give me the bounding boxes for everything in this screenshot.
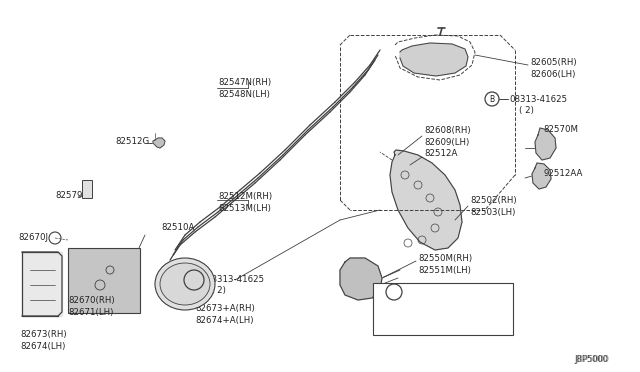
Text: 82512G: 82512G <box>115 138 149 147</box>
Text: AUTO DOOR LOCK: AUTO DOOR LOCK <box>388 315 467 324</box>
Text: 82510A: 82510A <box>161 224 195 232</box>
Text: 82606(LH): 82606(LH) <box>530 70 575 78</box>
Text: 82671(LH): 82671(LH) <box>68 308 113 317</box>
Text: 82502(RH): 82502(RH) <box>470 196 516 205</box>
Polygon shape <box>390 150 462 250</box>
Polygon shape <box>340 258 382 300</box>
Polygon shape <box>153 138 165 148</box>
Text: 82547N(RH): 82547N(RH) <box>218 77 271 87</box>
Polygon shape <box>535 128 556 160</box>
Text: 82503(LH): 82503(LH) <box>470 208 515 217</box>
Text: 82551M(LH): 82551M(LH) <box>418 266 471 275</box>
Ellipse shape <box>160 263 210 305</box>
Text: 82550M(RH): 82550M(RH) <box>418 253 472 263</box>
Bar <box>373 283 513 335</box>
Text: ( 2): ( 2) <box>211 286 226 295</box>
Text: 82512M(RH): 82512M(RH) <box>218 192 272 201</box>
Polygon shape <box>532 163 551 189</box>
Text: B: B <box>392 288 397 296</box>
Text: J8P5000: J8P5000 <box>574 356 608 365</box>
Polygon shape <box>400 43 468 76</box>
Polygon shape <box>22 252 62 316</box>
Text: 82674+A(LH): 82674+A(LH) <box>195 315 253 324</box>
Text: ( 2): ( 2) <box>519 106 534 115</box>
Text: 82548N(LH): 82548N(LH) <box>218 90 270 99</box>
Text: 92512AA: 92512AA <box>543 169 582 177</box>
Text: J8P5000: J8P5000 <box>575 356 609 365</box>
Text: 82673+A(RH): 82673+A(RH) <box>195 304 255 312</box>
Text: 82670(RH): 82670(RH) <box>68 295 115 305</box>
Text: B: B <box>490 94 495 103</box>
Bar <box>68 248 140 313</box>
Text: 08313-41625: 08313-41625 <box>509 94 567 103</box>
Text: 82609(LH): 82609(LH) <box>424 138 469 147</box>
Text: 82673(RH): 82673(RH) <box>20 330 67 339</box>
Ellipse shape <box>155 258 215 310</box>
Text: 82570M: 82570M <box>543 125 578 135</box>
Bar <box>82 180 92 198</box>
Text: ( 2): ( 2) <box>414 295 429 305</box>
Text: 08313-41625: 08313-41625 <box>206 276 264 285</box>
Text: 82513M(LH): 82513M(LH) <box>218 203 271 212</box>
Text: 82512A: 82512A <box>424 150 458 158</box>
Text: 82674(LH): 82674(LH) <box>20 341 65 350</box>
Text: S: S <box>191 276 196 285</box>
Text: 82605(RH): 82605(RH) <box>530 58 577 67</box>
Text: 82670J: 82670J <box>18 234 48 243</box>
Text: 82608(RH): 82608(RH) <box>424 125 470 135</box>
Text: 82579: 82579 <box>55 192 83 201</box>
Text: 08146-6102G: 08146-6102G <box>409 285 468 294</box>
